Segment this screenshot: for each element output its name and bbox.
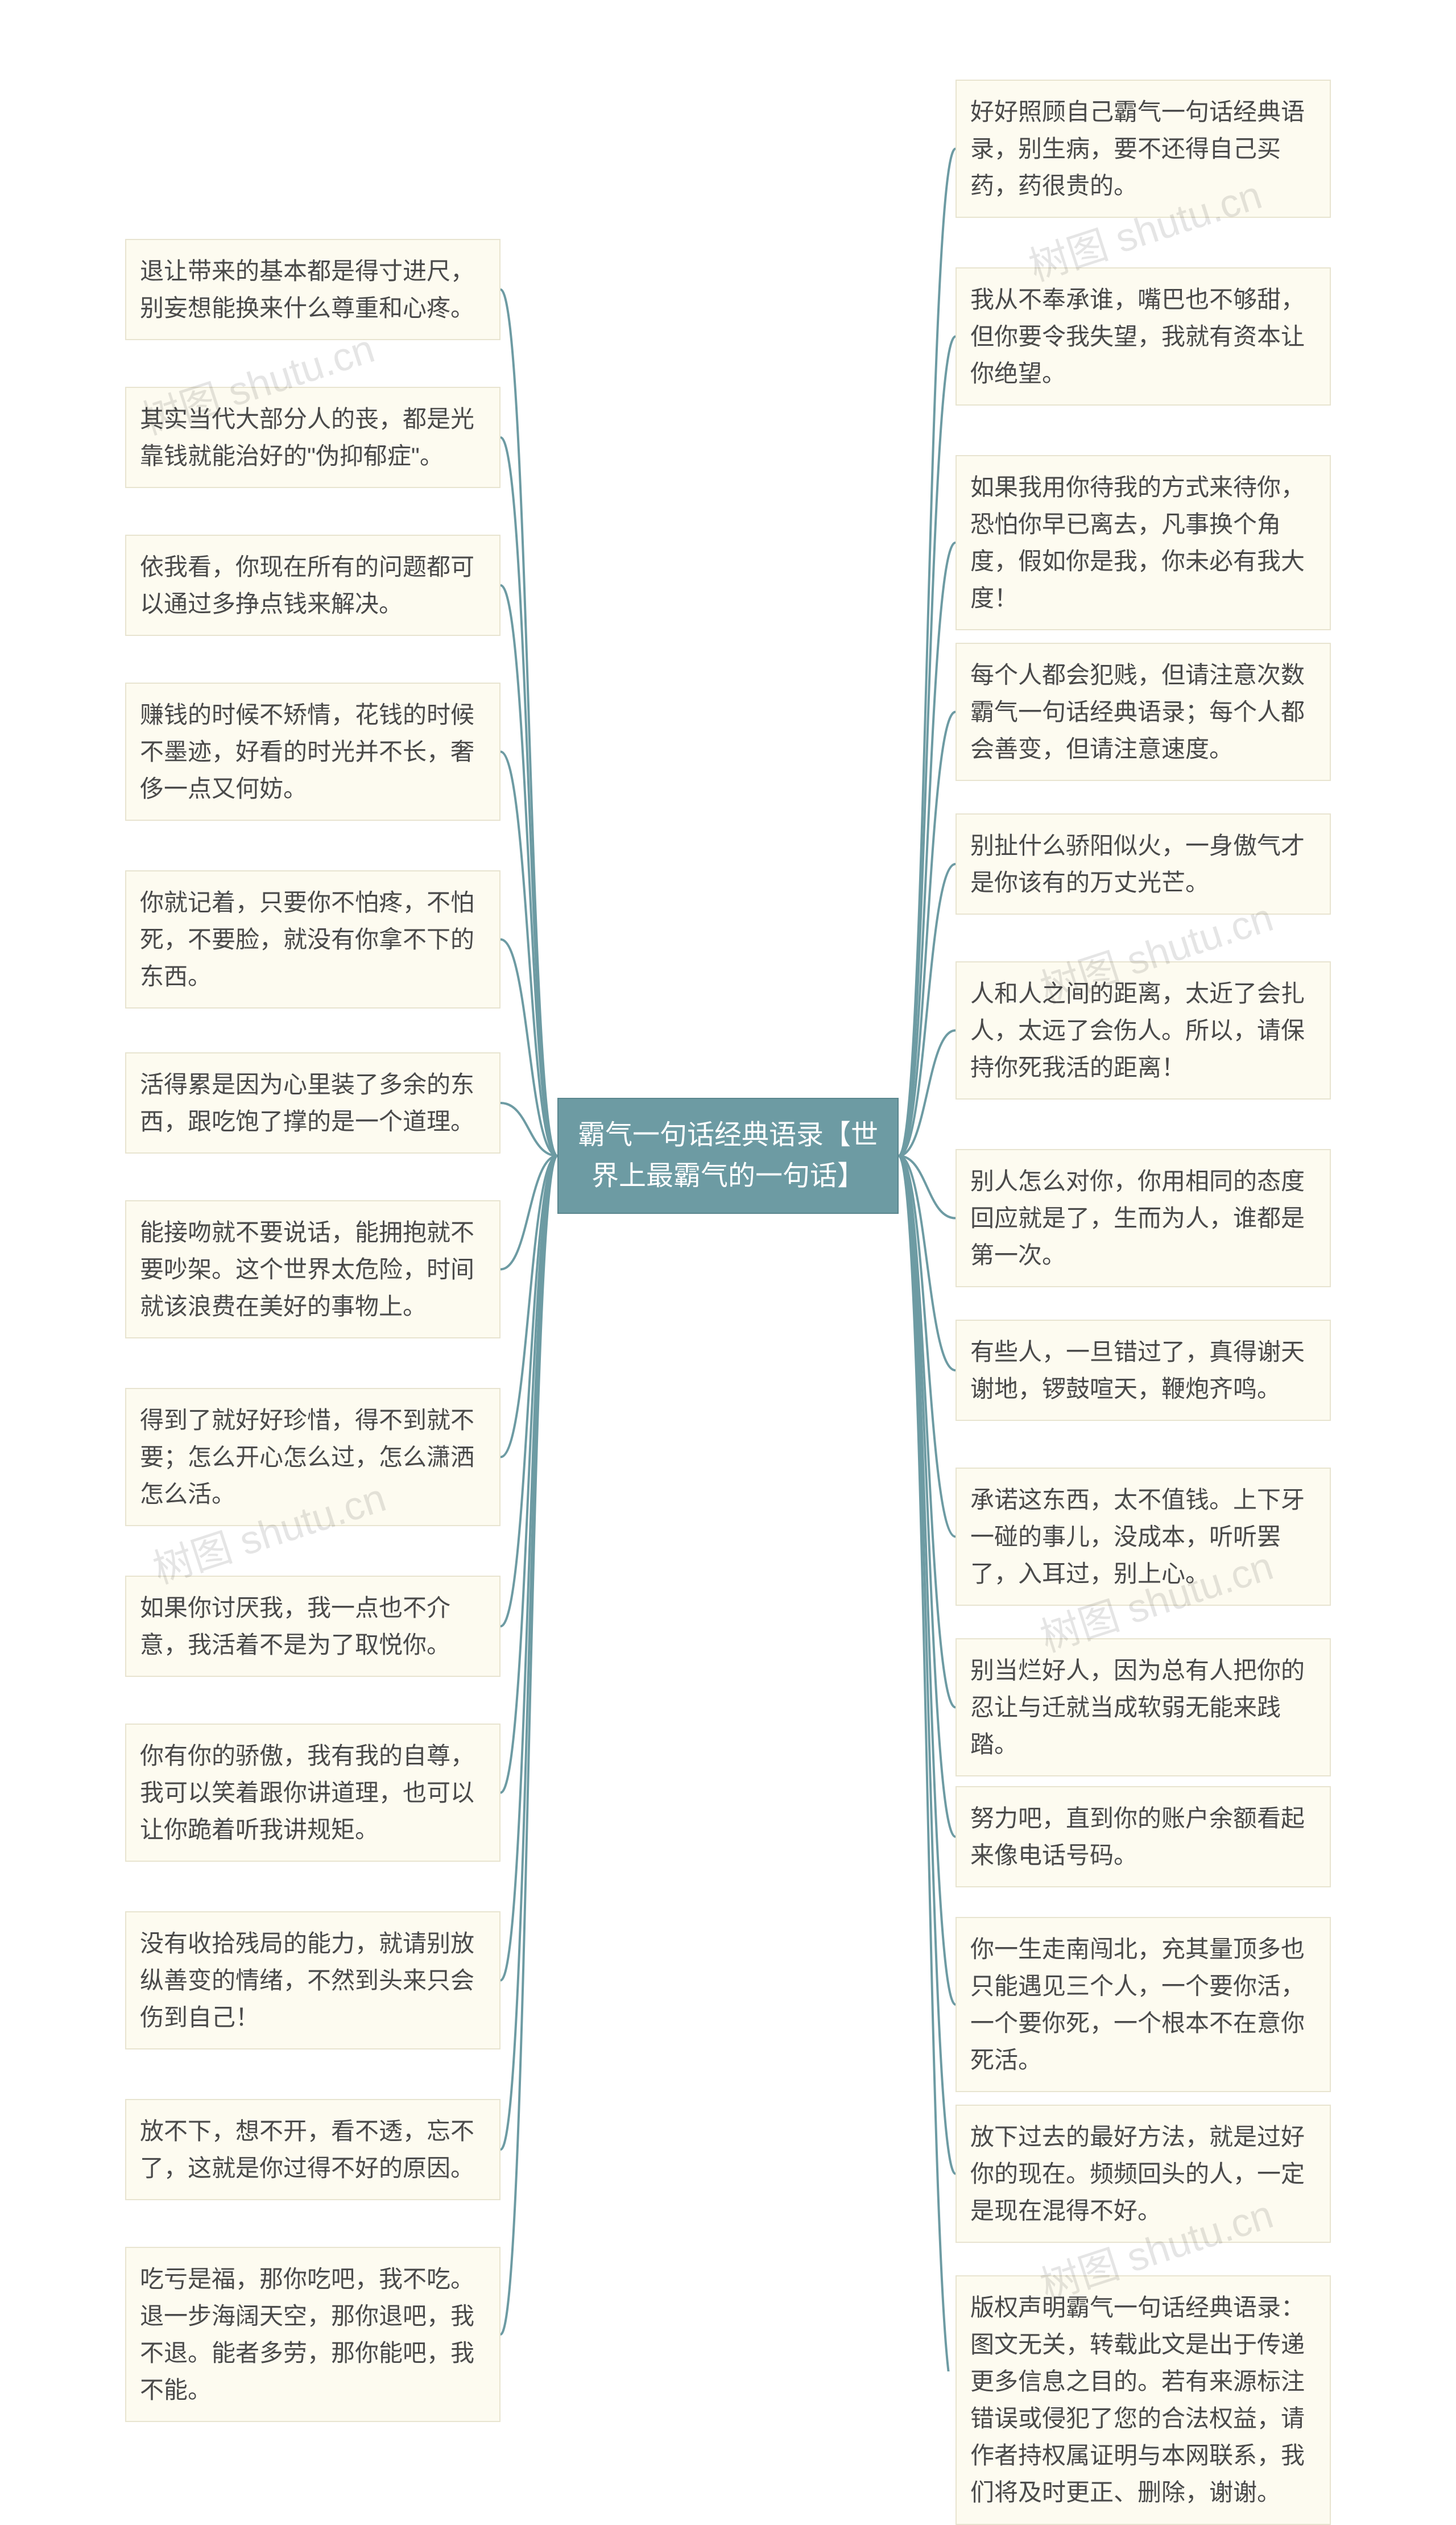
right-leaf: 如果我用你待我的方式来待你，恐怕你早已离去，凡事换个角度，假如你是我，你未必有我… — [956, 455, 1331, 630]
left-leaf: 其实当代大部分人的丧，都是光靠钱就能治好的"伪抑郁症"。 — [125, 387, 500, 488]
link-path — [500, 290, 557, 1156]
link-path — [500, 585, 557, 1156]
link-path — [899, 1031, 956, 1156]
right-leaf: 你一生走南闯北，充其量顶多也只能遇见三个人，一个要你活，一个要你死，一个根本不在… — [956, 1917, 1331, 2092]
left-leaf: 活得累是因为心里装了多余的东西，跟吃饱了撑的是一个道理。 — [125, 1052, 500, 1154]
link-path — [500, 940, 557, 1156]
left-leaf: 你就记着，只要你不怕疼，不怕死，不要脸，就没有你拿不下的东西。 — [125, 870, 500, 1009]
link-path — [500, 752, 557, 1156]
link-path — [500, 437, 557, 1156]
right-leaf: 我从不奉承谁，嘴巴也不够甜，但你要令我失望，我就有资本让你绝望。 — [956, 267, 1331, 406]
left-leaf: 如果你讨厌我，我一点也不介意，我活着不是为了取悦你。 — [125, 1576, 500, 1677]
link-path — [500, 1156, 557, 1270]
link-path — [500, 1103, 557, 1156]
right-leaf: 人和人之间的距离，太近了会扎人，太远了会伤人。所以，请保持你死我活的距离！ — [956, 961, 1331, 1100]
mindmap-canvas: 霸气一句话经典语录【世界上最霸气的一句话】 退让带来的基本都是得寸进尺，别妄想能换… — [0, 0, 1456, 2371]
link-path — [500, 1156, 557, 2150]
link-path — [500, 1156, 557, 2334]
right-leaf: 别扯什么骄阳似火，一身傲气才是你该有的万丈光芒。 — [956, 813, 1331, 915]
link-path — [899, 1156, 956, 1708]
right-leaf: 放下过去的最好方法，就是过好你的现在。频频回头的人，一定是现在混得不好。 — [956, 2105, 1331, 2243]
right-leaf: 有些人，一旦错过了，真得谢天谢地，锣鼓喧天，鞭炮齐鸣。 — [956, 1320, 1331, 1421]
link-path — [899, 712, 956, 1156]
link-path — [899, 1156, 956, 2005]
right-leaf: 别人怎么对你，你用相同的态度回应就是了，生而为人，谁都是第一次。 — [956, 1149, 1331, 1287]
left-leaf: 得到了就好好珍惜，得不到就不要；怎么开心怎么过，怎么潇洒怎么活。 — [125, 1388, 500, 1526]
link-path — [899, 864, 956, 1156]
link-path — [899, 337, 956, 1156]
right-leaf: 好好照顾自己霸气一句话经典语录，别生病，要不还得自己买药，药很贵的。 — [956, 80, 1331, 218]
left-leaf: 能接吻就不要说话，能拥抱就不要吵架。这个世界太危险，时间就该浪费在美好的事物上。 — [125, 1200, 500, 1338]
left-leaf: 退让带来的基本都是得寸进尺，别妄想能换来什么尊重和心疼。 — [125, 239, 500, 340]
link-path — [500, 1156, 557, 1457]
link-path — [899, 1156, 956, 1537]
left-leaf: 放不下，想不开，看不透，忘不了，这就是你过得不好的原因。 — [125, 2099, 500, 2200]
left-leaf: 没有收拾残局的能力，就请别放纵善变的情绪，不然到头来只会伤到自己！ — [125, 1911, 500, 2049]
link-path — [500, 1156, 557, 1793]
right-leaf: 每个人都会犯贱，但请注意次数霸气一句话经典语录；每个人都会善变，但请注意速度。 — [956, 643, 1331, 781]
right-leaf: 版权声明霸气一句话经典语录：图文无关，转载此文是出于传递更多信息之目的。若有来源… — [956, 2275, 1331, 2525]
center-node: 霸气一句话经典语录【世界上最霸气的一句话】 — [557, 1098, 899, 1214]
left-leaf: 吃亏是福，那你吃吧，我不吃。退一步海阔天空，那你退吧，我不退。能者多劳，那你能吧… — [125, 2247, 500, 2422]
left-leaf: 依我看，你现在所有的问题都可以通过多挣点钱来解决。 — [125, 535, 500, 636]
link-path — [899, 1156, 956, 2174]
link-path — [500, 1156, 557, 1981]
link-path — [899, 543, 956, 1156]
link-path — [899, 1156, 956, 1218]
right-leaf: 努力吧，直到你的账户余额看起来像电话号码。 — [956, 1786, 1331, 1887]
right-leaf: 承诺这东西，太不值钱。上下牙一碰的事儿，没成本，听听罢了，入耳过，别上心。 — [956, 1468, 1331, 1606]
link-path — [899, 1156, 956, 1370]
link-path — [899, 1156, 956, 2371]
left-leaf: 你有你的骄傲，我有我的自尊，我可以笑着跟你讲道理，也可以让你跪着听我讲规矩。 — [125, 1724, 500, 1862]
link-path — [899, 149, 956, 1156]
link-path — [500, 1156, 557, 1626]
right-leaf: 别当烂好人，因为总有人把你的忍让与迁就当成软弱无能来践踏。 — [956, 1638, 1331, 1776]
link-path — [899, 1156, 956, 1837]
left-leaf: 赚钱的时候不矫情，花钱的时候不墨迹，好看的时光并不长，奢侈一点又何妨。 — [125, 683, 500, 821]
